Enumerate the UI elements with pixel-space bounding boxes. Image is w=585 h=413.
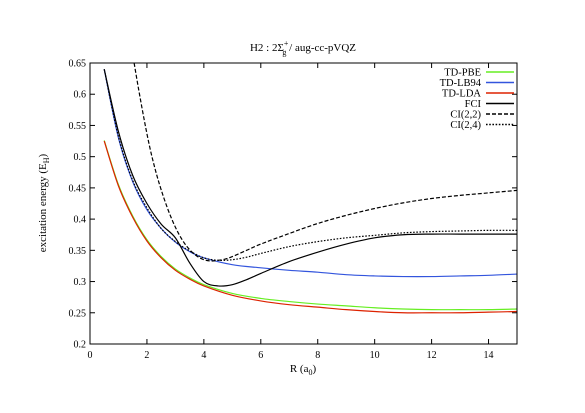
y-tick-label: 0.2 [74, 340, 87, 351]
y-axis-title-main: excitation energy (E [37, 163, 49, 252]
legend-label-ci-2-2: CI(2,2) [450, 110, 481, 121]
series-line-td-lb94 [103, 69, 517, 278]
y-tick-label: 0.55 [69, 121, 87, 132]
legend-label-fci: FCI [465, 99, 482, 110]
y-axis-title: excitation energy (EH) [37, 153, 51, 252]
chart-title: H2 : 2Σ+ g / aug-cc-pVQZ [250, 39, 356, 57]
axes-layer: 0 2 4 6 8 10 12 14 0.2 0.25 0.3 0.35 0.4 0.45 0.5 0.55 0… [69, 59, 517, 361]
series-layer [103, 63, 517, 314]
y-tick-label: 0.6 [74, 90, 87, 101]
y-axis-title-close: ) [37, 153, 49, 157]
x-tick-label: 6 [258, 350, 263, 361]
plot-frame [89, 62, 518, 345]
chart-title-sub: g [282, 48, 286, 57]
legend-label-td-lb94: TD-LB94 [440, 78, 482, 89]
chart-title-prefix: H2 : 2 [250, 42, 278, 54]
x-axis-title-close: ) [312, 363, 316, 375]
series-line-td-lda [103, 140, 517, 314]
series-line-fci [103, 69, 517, 287]
legend-label-td-lda: TD-LDA [442, 89, 481, 100]
y-axis-title-sub: H [42, 157, 51, 163]
x-tick-label: 14 [484, 350, 494, 361]
y-tick-label: 0.35 [69, 246, 87, 257]
y-tick-label: 0.65 [69, 59, 87, 70]
legend-label-ci-2-4: CI(2,4) [450, 120, 481, 131]
x-tick-label: 4 [201, 350, 206, 361]
y-tick-label: 0.4 [74, 215, 87, 226]
chart-title-sup: + [284, 39, 289, 48]
chart-title-suffix: / aug-cc-pVQZ [286, 42, 356, 54]
x-tick-label: 2 [144, 350, 149, 361]
legend-label-td-pbe: TD-PBE [444, 68, 481, 79]
series-line-td-pbe [103, 140, 517, 311]
x-tick-label: 10 [370, 350, 380, 361]
x-axis-title: R (a0) [290, 363, 317, 377]
y-tick-label: 0.5 [74, 152, 87, 163]
y-tick-label: 0.45 [69, 183, 87, 194]
x-tick-label: 0 [88, 350, 93, 361]
y-tick-label: 0.25 [69, 308, 87, 319]
series-line-ci-2-4 [103, 69, 517, 262]
x-axis-title-sub: 0 [308, 368, 312, 377]
y-tick-label: 0.3 [74, 277, 87, 288]
x-axis-title-main: R (a [290, 363, 309, 375]
x-tick-label: 8 [315, 350, 320, 361]
x-tick-label: 12 [427, 350, 437, 361]
chart-title-sigma: Σ [277, 42, 283, 54]
